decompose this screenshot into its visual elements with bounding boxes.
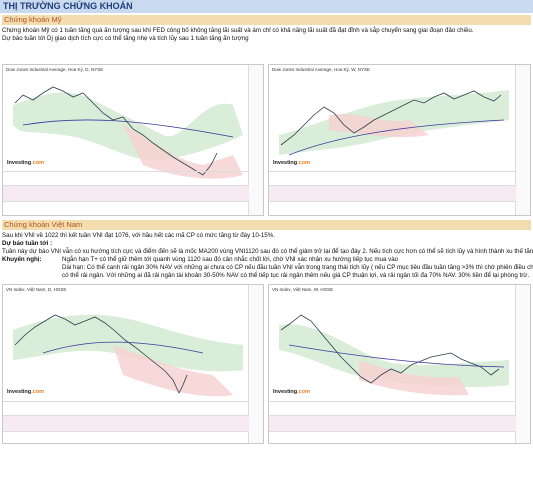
- price-axis: [248, 65, 263, 215]
- advice-label: Khuyến nghị:: [2, 256, 42, 263]
- long-term-advice-2: có thể rải ngân. Với những ai đã rải ngâ…: [62, 272, 530, 279]
- indicator-panel-2: [269, 185, 516, 202]
- chart-title: VN Index, Việt Nam, W, HOSE: [272, 287, 334, 292]
- indicator-panel-3: [3, 201, 249, 215]
- us-line-1: Chứng khoán Mỹ có 1 tuần tăng quá ấn tượ…: [2, 27, 474, 34]
- vn-line-1: Sau khi VNI về 1022 thì kết tuần VNI đạt…: [2, 232, 275, 239]
- page-title: THỊ TRƯỜNG CHỨNG KHOÁN: [0, 0, 533, 13]
- chart-title: Dow Jones Industrial Average, Hoa Kỳ, D,…: [6, 67, 104, 72]
- investing-logo: Investing.com: [273, 160, 310, 166]
- investing-logo: Investing.com: [7, 389, 44, 395]
- chart-plot: [13, 314, 243, 397]
- price-axis: [515, 285, 530, 443]
- vn-chart-daily[interactable]: VN Index, Việt Nam, D, HOSE Investing.co…: [2, 284, 264, 444]
- investing-logo: Investing.com: [273, 389, 310, 395]
- vn-section-heading: Chứng khoán Việt Nam: [2, 220, 531, 230]
- vn-chart-weekly[interactable]: VN Index, Việt Nam, W, HOSE Investing.co…: [268, 284, 531, 444]
- indicator-panel-1: [269, 171, 516, 186]
- chart-plot: [279, 90, 509, 156]
- short-term-advice: Ngắn hạn T+ có thể giữ thêm tới quanh vù…: [62, 256, 399, 263]
- indicator-panel-1: [269, 401, 516, 416]
- us-section-heading: Chứng khoán Mỹ: [2, 15, 531, 25]
- indicator-panel-3: [3, 431, 249, 443]
- investing-logo: Investing.com: [7, 160, 44, 166]
- us-line-2: Dự báo tuần tới Dj giao dịch tích cực có…: [2, 35, 249, 42]
- indicator-panel-1: [3, 171, 249, 186]
- chart-title: Dow Jones Industrial Average, Hoa Kỳ, W,…: [272, 67, 370, 72]
- indicator-panel-3: [269, 431, 516, 443]
- us-chart-weekly[interactable]: Dow Jones Industrial Average, Hoa Kỳ, W,…: [268, 64, 531, 216]
- price-axis: [248, 285, 263, 443]
- long-term-advice-1: Dài hạn: Có thể canh rải ngân 30% NAV vớ…: [62, 264, 533, 271]
- chart-plot: [13, 86, 243, 179]
- chart-title: VN Index, Việt Nam, D, HOSE: [6, 287, 67, 292]
- us-chart-daily[interactable]: Dow Jones Industrial Average, Hoa Kỳ, D,…: [2, 64, 264, 216]
- indicator-panel-1: [3, 401, 249, 416]
- forecast-label: Dự báo tuần tới :: [2, 240, 53, 247]
- indicator-panel-3: [269, 201, 516, 215]
- indicator-panel-2: [3, 185, 249, 202]
- indicator-panel-2: [3, 415, 249, 432]
- indicator-panel-2: [269, 415, 516, 432]
- chart-plot: [279, 314, 509, 396]
- vn-line-2: Tuần này dự báo VNI vẫn có xu hướng tích…: [2, 248, 533, 255]
- price-axis: [515, 65, 530, 215]
